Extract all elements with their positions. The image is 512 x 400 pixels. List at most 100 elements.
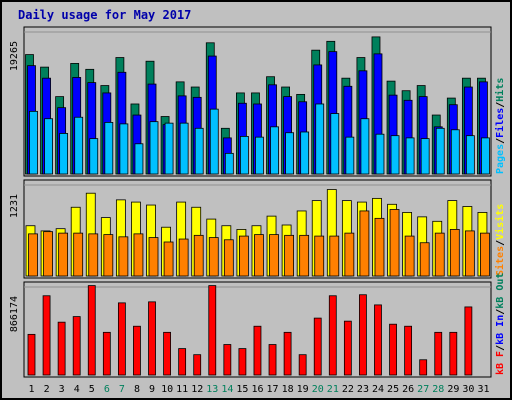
day-label: 21 (327, 384, 339, 395)
y-max-label: 866174 (9, 296, 20, 332)
bar-pages (149, 121, 159, 175)
bar-kbf (27, 333, 36, 376)
bar-pages (481, 137, 490, 175)
bar-pages (74, 116, 84, 175)
bar-pages (315, 103, 325, 175)
bar-sites (88, 233, 99, 277)
day-label: 30 (462, 384, 474, 395)
bar-pages (390, 135, 400, 175)
bar-sites (223, 239, 234, 277)
bar-pages (134, 143, 144, 175)
bar-kbf (238, 348, 247, 376)
bar-pages (465, 135, 475, 175)
bar-kbf (464, 306, 473, 376)
bar-kbf (253, 325, 262, 376)
bar-pages (59, 133, 69, 175)
y-max-label: 19265 (9, 41, 20, 71)
bar-pages (164, 122, 174, 175)
bar-pages (330, 113, 340, 175)
day-label: 25 (387, 384, 399, 395)
bar-pages (224, 152, 234, 175)
panel-border (23, 281, 492, 378)
bar-kbf (42, 295, 51, 376)
bar-kbf (419, 359, 428, 376)
day-label: 8 (134, 384, 140, 395)
bar-kbf (87, 285, 96, 376)
bar-sites (73, 232, 84, 277)
bar-sites (118, 236, 129, 277)
bar-pages (270, 126, 279, 175)
bar-sites (299, 234, 310, 277)
day-label: 15 (236, 384, 248, 395)
bar-sites (389, 209, 400, 277)
bar-sites (163, 241, 174, 277)
bar-kbf (268, 344, 277, 376)
bar-kbf (163, 331, 171, 376)
legend-separator: / (495, 240, 506, 246)
legend-entry: kB In (495, 315, 506, 345)
bar-sites (314, 235, 325, 277)
bar-kbf (148, 301, 156, 376)
bar-kbf (434, 331, 443, 376)
bar-pages (300, 131, 310, 175)
day-label: 1 (29, 384, 35, 395)
bar-sites (133, 233, 144, 277)
day-label: 22 (342, 384, 354, 395)
day-label: 26 (402, 384, 414, 395)
bar-kbf (374, 304, 382, 376)
legend-separator: / (495, 345, 506, 351)
bar-sites (43, 231, 53, 277)
day-label: 24 (372, 384, 384, 395)
bar-sites (464, 230, 475, 277)
legend-entry: Pages (495, 144, 506, 174)
bar-kbf (193, 354, 202, 376)
bar-kbf (328, 295, 337, 376)
day-label: 2 (44, 384, 50, 395)
legend-separator: / (495, 102, 506, 108)
legend-entry: Visits (494, 204, 506, 240)
bar-sites (28, 233, 38, 277)
day-label: 18 (282, 384, 294, 395)
bar-pages (360, 118, 370, 175)
day-label: 31 (477, 384, 489, 395)
day-label: 27 (417, 384, 429, 395)
day-label: 14 (221, 384, 233, 395)
legend-separator: / (495, 309, 506, 315)
bar-sites (254, 234, 264, 277)
bar-kbf (449, 331, 458, 376)
day-label: 16 (251, 384, 263, 395)
bar-pages (104, 122, 114, 175)
bar-kbf (283, 331, 292, 376)
day-label: 10 (161, 384, 173, 395)
legend-entry: Hits (494, 78, 506, 102)
day-label: 13 (206, 384, 218, 395)
day-label: 17 (267, 384, 279, 395)
bar-sites (329, 235, 340, 277)
legend-entry: Sites (494, 246, 506, 276)
day-label: 19 (297, 384, 309, 395)
panel-border (23, 179, 492, 279)
bar-kbf (298, 354, 307, 376)
day-label: 12 (191, 384, 203, 395)
day-label: 3 (59, 384, 65, 395)
bar-pages (405, 137, 415, 175)
bar-pages (255, 136, 264, 175)
bar-kbf (102, 331, 111, 376)
bar-pages (44, 118, 53, 175)
bar-pages (435, 127, 445, 175)
bar-kbf (117, 302, 126, 376)
bar-sites (193, 234, 204, 277)
chart-title: Daily usage for May 2017 (18, 8, 191, 22)
day-label: 20 (312, 384, 324, 395)
day-label: 9 (149, 384, 155, 395)
bar-sites (359, 210, 370, 277)
day-label: 7 (119, 384, 125, 395)
bar-sites (284, 234, 294, 277)
bar-sites (374, 217, 385, 277)
day-label: 5 (89, 384, 95, 395)
bar-pages (420, 138, 430, 175)
bar-kbf (343, 320, 352, 376)
legend-separator: / (495, 138, 506, 144)
bar-pages (89, 138, 99, 175)
